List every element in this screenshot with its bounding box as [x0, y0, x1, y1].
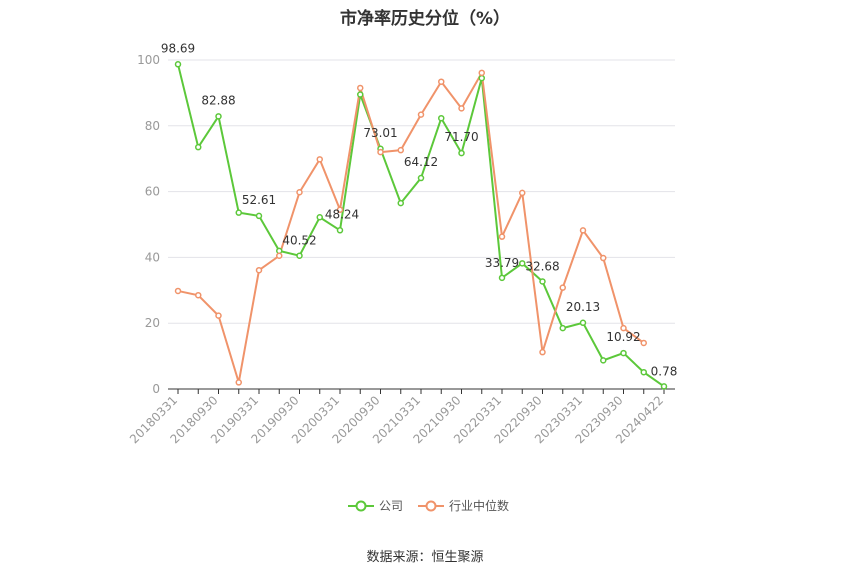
- data-label: 20.13: [566, 300, 600, 314]
- data-source-note: 数据来源：恒生聚源: [366, 550, 484, 565]
- data-point: [195, 143, 202, 151]
- data-point: [174, 287, 182, 295]
- legend-marker: [355, 500, 367, 512]
- data-label: 10.92: [606, 330, 640, 344]
- data-point: [296, 189, 303, 196]
- data-label: 73.01: [363, 126, 397, 140]
- data-point: [174, 61, 182, 68]
- data-label: 32.68: [525, 259, 559, 273]
- data-point: [195, 291, 202, 299]
- data-point: [255, 266, 263, 274]
- legend-label: 公司: [379, 499, 403, 513]
- data-point: [620, 324, 627, 332]
- data-point: [235, 209, 242, 216]
- data-point: [438, 78, 445, 85]
- data-point: [539, 278, 546, 285]
- legend-marker: [425, 500, 437, 512]
- y-tick-label: 60: [145, 185, 160, 199]
- data-point: [579, 227, 587, 234]
- chart-title: 市净率历史分位（%）: [339, 9, 511, 29]
- data-point: [478, 74, 485, 82]
- data-point: [215, 113, 222, 120]
- data-label: 33.79: [485, 256, 519, 270]
- data-label: 40.52: [282, 234, 316, 248]
- data-point: [559, 324, 566, 332]
- data-point: [498, 274, 506, 282]
- data-point: [600, 357, 607, 364]
- data-point: [438, 114, 445, 122]
- data-point: [539, 348, 546, 356]
- series-line-industry-median: [177, 69, 645, 383]
- data-point: [519, 260, 526, 267]
- data-point: [417, 111, 425, 118]
- data-point: [600, 254, 607, 262]
- legend-item-company[interactable]: 公司: [348, 499, 403, 513]
- data-point: [235, 379, 242, 386]
- data-point: [458, 105, 465, 112]
- data-point: [397, 199, 404, 207]
- data-point: [640, 368, 647, 376]
- data-label: 64.12: [404, 155, 438, 169]
- data-point: [559, 284, 566, 291]
- data-point: [296, 252, 303, 259]
- data-label: 98.69: [161, 41, 195, 55]
- data-point: [377, 148, 384, 156]
- data-point: [397, 146, 404, 154]
- data-point: [417, 174, 425, 182]
- legend-item-industry-median[interactable]: 行业中位数: [418, 498, 509, 513]
- legend-label: 行业中位数: [449, 498, 509, 513]
- data-point: [215, 312, 222, 319]
- data-point: [276, 252, 283, 260]
- y-tick-label: 0: [152, 382, 160, 396]
- y-tick-label: 40: [145, 250, 160, 264]
- data-point: [519, 189, 526, 197]
- data-point: [316, 214, 323, 221]
- data-point: [498, 233, 506, 240]
- data-point: [478, 69, 485, 77]
- data-label: 71.70: [444, 130, 478, 144]
- data-point: [255, 212, 263, 220]
- data-point: [316, 156, 323, 163]
- data-label: 82.88: [201, 93, 235, 107]
- data-label: 48.24: [325, 207, 359, 221]
- y-tick-label: 100: [137, 53, 160, 67]
- data-point: [357, 84, 364, 92]
- data-point: [620, 349, 627, 357]
- data-point: [336, 206, 344, 213]
- data-point: [336, 227, 344, 234]
- data-point: [458, 149, 465, 157]
- y-tick-label: 20: [145, 316, 160, 330]
- data-point: [579, 319, 587, 327]
- data-point: [640, 339, 647, 347]
- data-point: [660, 383, 668, 390]
- data-label: 52.61: [242, 193, 276, 207]
- data-point: [357, 91, 364, 98]
- data-label: 0.78: [651, 364, 678, 378]
- y-tick-label: 80: [145, 119, 160, 133]
